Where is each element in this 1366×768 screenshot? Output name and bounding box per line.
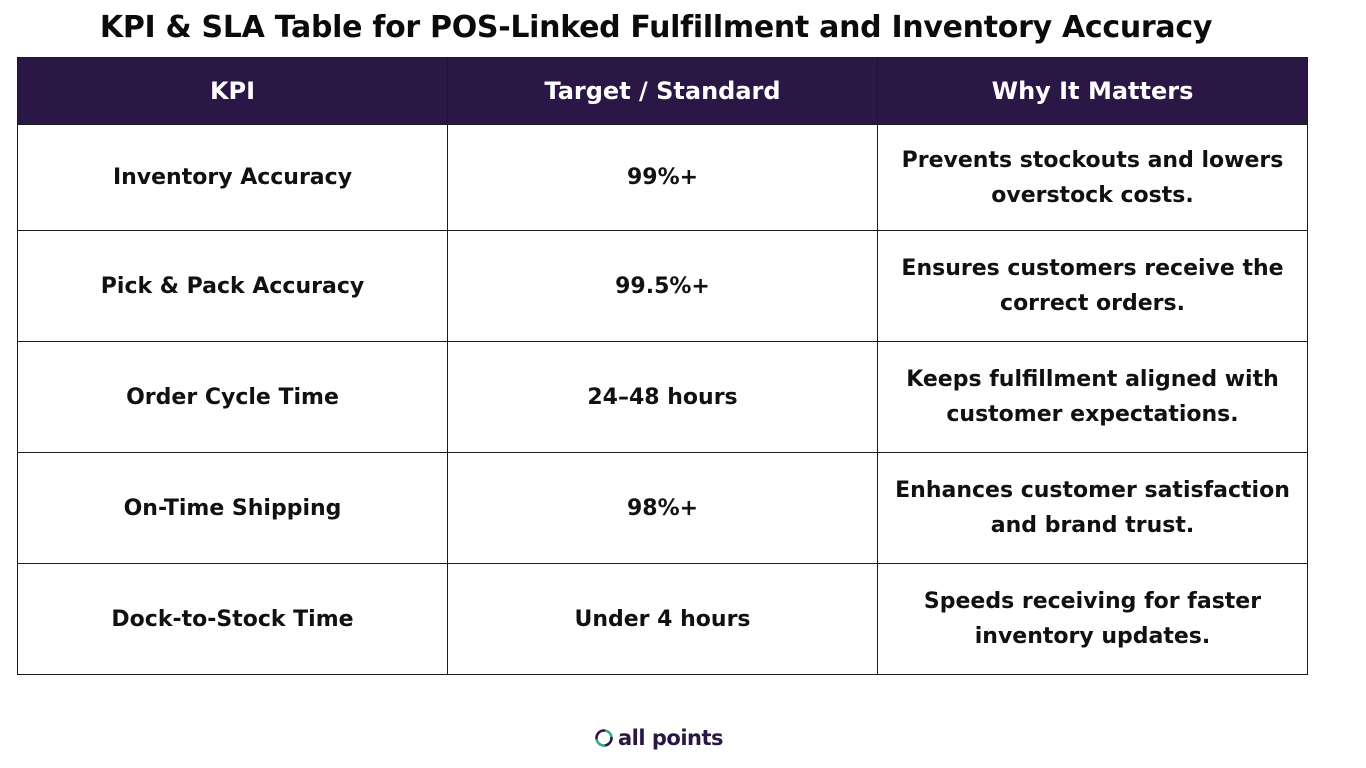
why-cell: Prevents stockouts and lowers overstock … xyxy=(877,124,1308,231)
why-cell: Ensures customers receive the correct or… xyxy=(877,230,1308,342)
why-cell: Speeds receiving for faster inventory up… xyxy=(877,563,1308,675)
circular-arrows-icon xyxy=(595,729,613,747)
why-cell: Keeps fulfillment aligned with customer … xyxy=(877,341,1308,453)
table-row: Pick & Pack Accuracy 99.5%+ Ensures cust… xyxy=(17,230,1308,342)
target-cell: Under 4 hours xyxy=(447,563,878,675)
kpi-cell: Inventory Accuracy xyxy=(17,124,448,231)
target-cell: 24–48 hours xyxy=(447,341,878,453)
table-row: Order Cycle Time 24–48 hours Keeps fulfi… xyxy=(17,341,1308,453)
kpi-cell: Pick & Pack Accuracy xyxy=(17,230,448,342)
column-header-target: Target / Standard xyxy=(447,57,878,125)
column-header-why: Why It Matters xyxy=(877,57,1308,125)
table-header-row: KPI Target / Standard Why It Matters xyxy=(17,57,1308,125)
why-cell: Enhances customer satisfaction and brand… xyxy=(877,452,1308,564)
table-row: Inventory Accuracy 99%+ Prevents stockou… xyxy=(17,124,1308,231)
kpi-cell: Order Cycle Time xyxy=(17,341,448,453)
column-header-kpi: KPI xyxy=(17,57,448,125)
target-cell: 98%+ xyxy=(447,452,878,564)
kpi-table: KPI Target / Standard Why It Matters Inv… xyxy=(17,57,1308,675)
kpi-cell: Dock-to-Stock Time xyxy=(17,563,448,675)
target-cell: 99.5%+ xyxy=(447,230,878,342)
table-row: On-Time Shipping 98%+ Enhances customer … xyxy=(17,452,1308,564)
brand-logo-text: all points xyxy=(618,726,724,750)
brand-logo: all points xyxy=(594,723,724,753)
kpi-cell: On-Time Shipping xyxy=(17,452,448,564)
page-title: KPI & SLA Table for POS-Linked Fulfillme… xyxy=(99,10,1213,45)
table-row: Dock-to-Stock Time Under 4 hours Speeds … xyxy=(17,563,1308,675)
target-cell: 99%+ xyxy=(447,124,878,231)
